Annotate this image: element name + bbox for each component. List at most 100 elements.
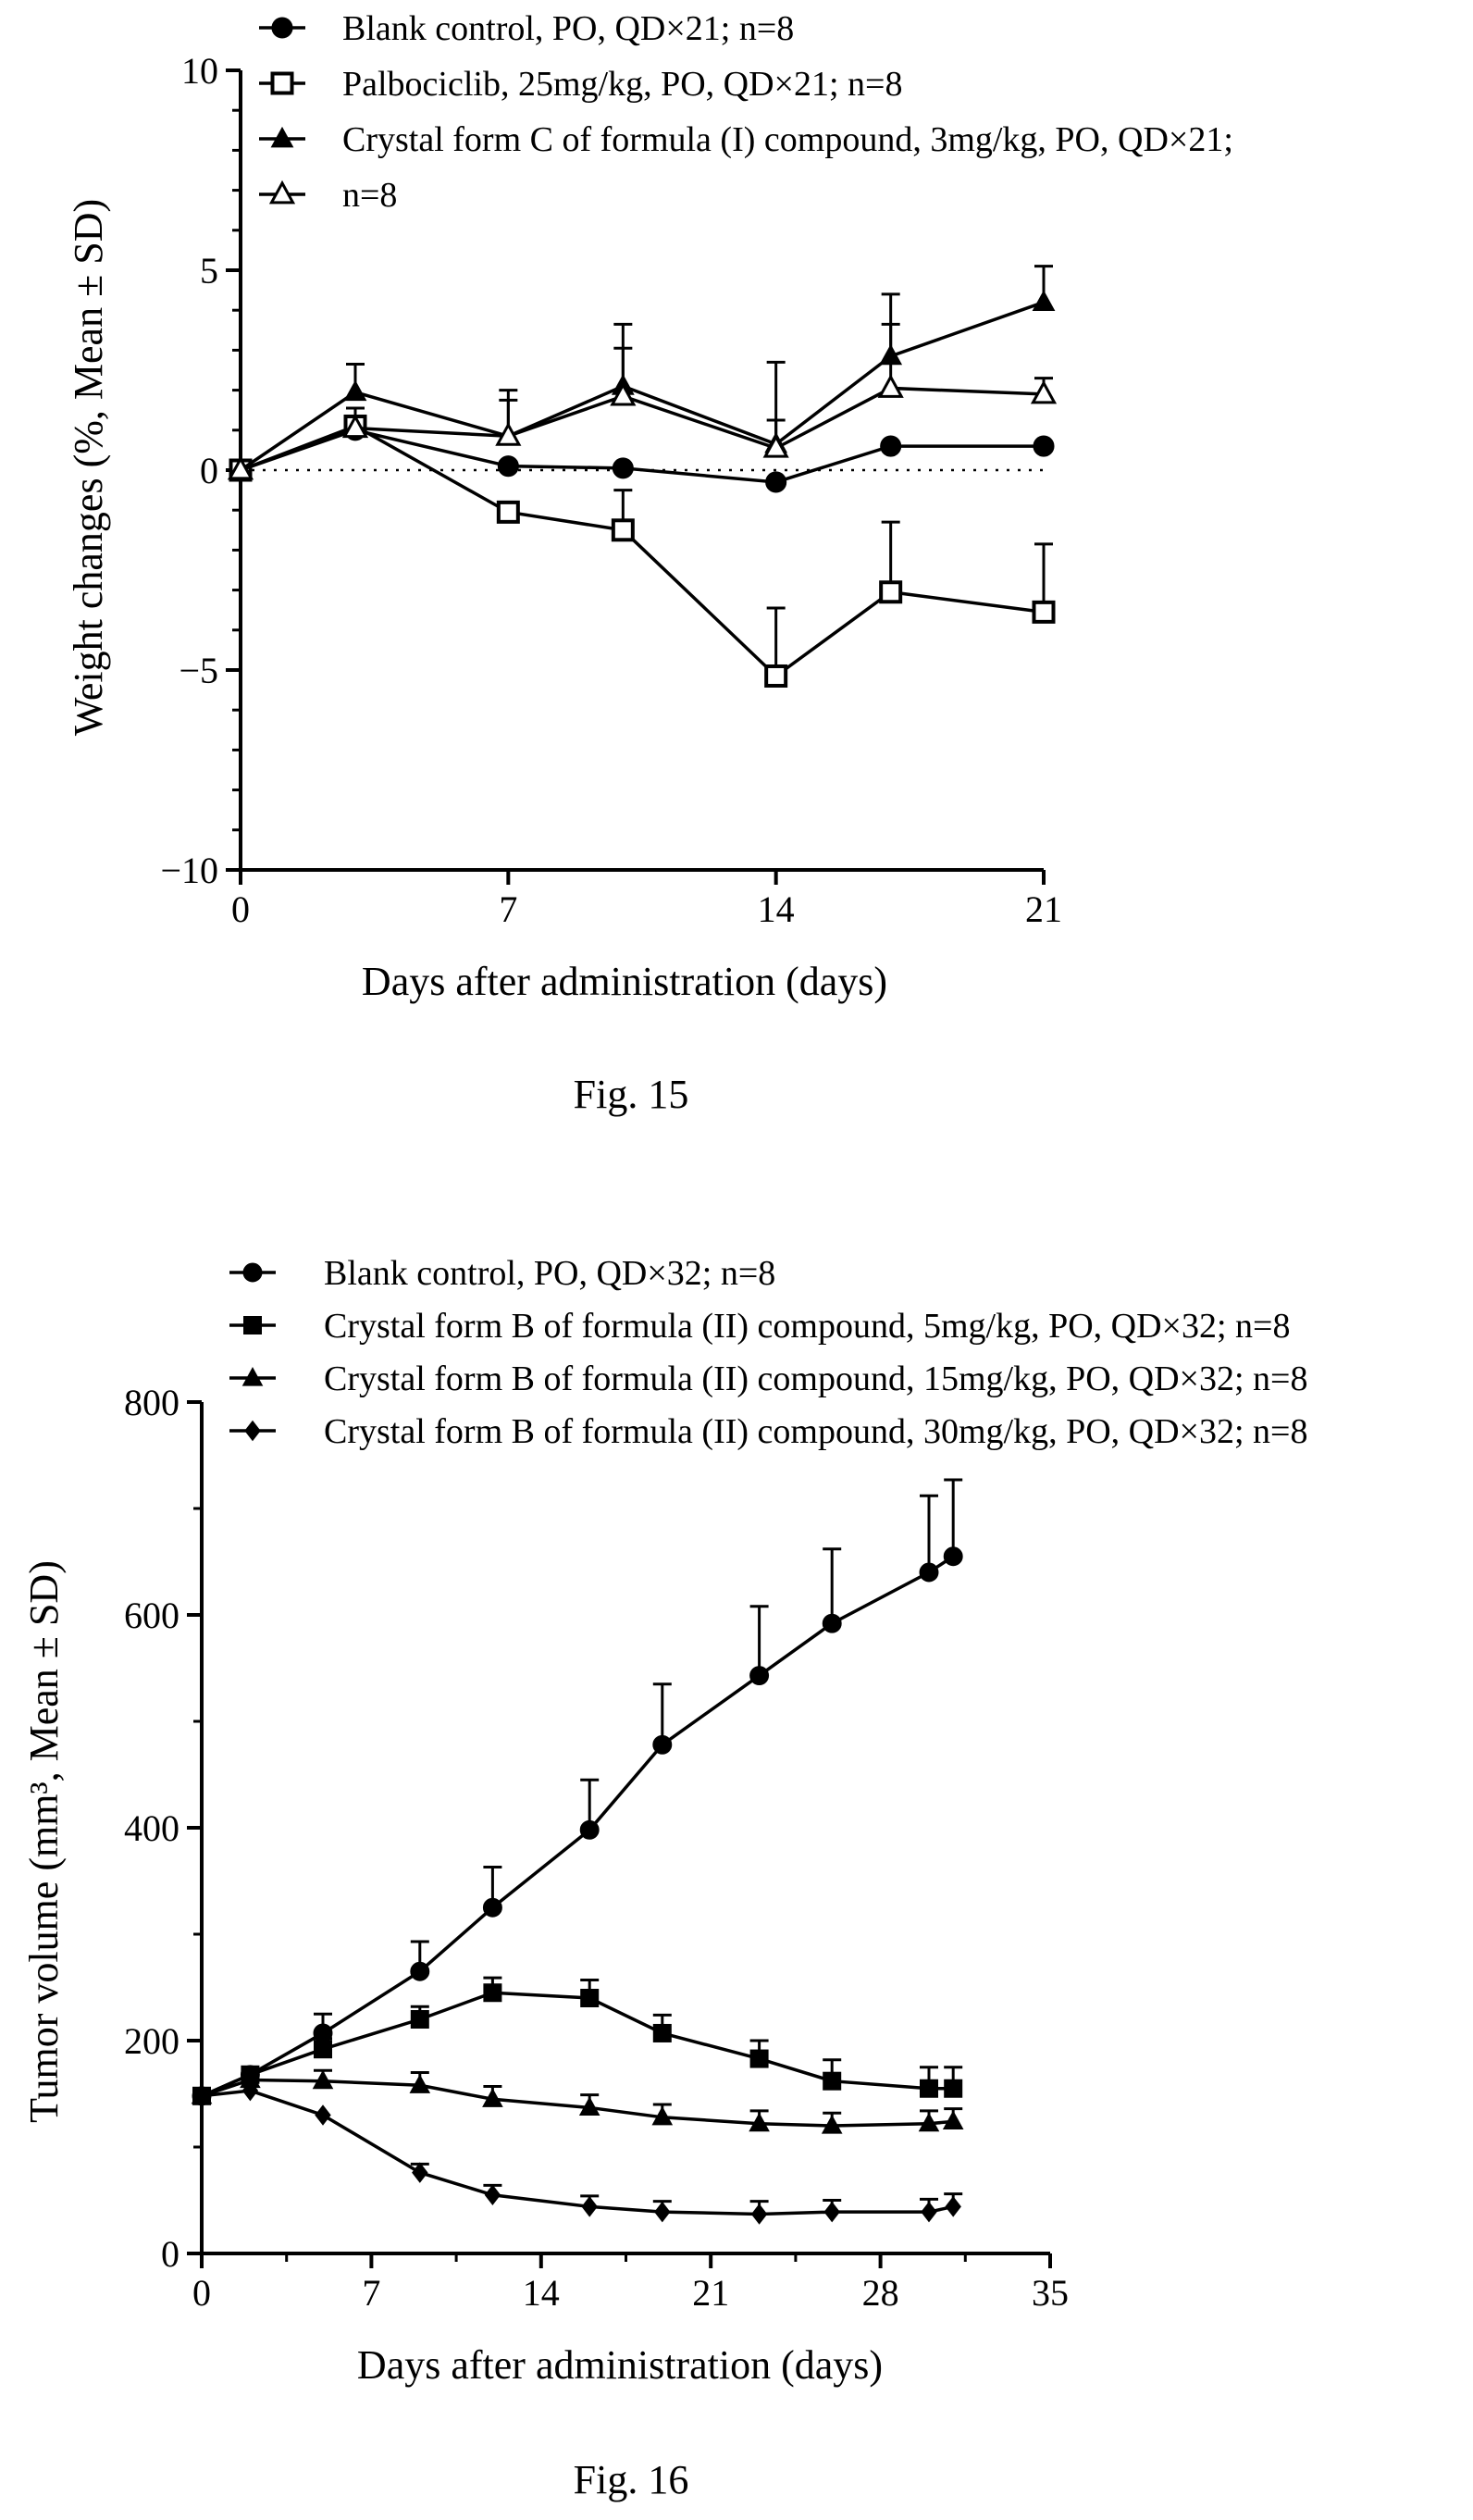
data-point	[410, 1961, 430, 1981]
data-point	[942, 2110, 964, 2129]
x-tick-label: 7	[499, 888, 517, 930]
data-point	[581, 2196, 598, 2217]
series-1	[192, 1478, 963, 2106]
data-point	[1033, 435, 1055, 457]
data-point	[918, 2112, 940, 2132]
data-point	[880, 435, 902, 457]
data-point	[1032, 290, 1056, 311]
series-4	[193, 2079, 963, 2225]
data-point	[341, 414, 369, 439]
data-point	[920, 2079, 938, 2098]
data-point	[945, 2196, 961, 2217]
x-tick-label: 28	[862, 2272, 899, 2314]
data-point	[343, 379, 367, 402]
y-tick-label: 5	[200, 250, 218, 292]
data-point	[241, 2079, 259, 2102]
series-line	[240, 424, 1045, 678]
data-point	[823, 2071, 842, 2091]
data-point	[1032, 600, 1056, 624]
y-tick-label: 200	[124, 2020, 179, 2062]
data-point	[580, 1989, 600, 2007]
y-tick-label: 0	[200, 450, 218, 491]
legend-marker	[244, 1420, 261, 1442]
data-point	[1030, 379, 1058, 404]
x-tick-label: 21	[1025, 888, 1062, 930]
x-tick-label: 0	[192, 2272, 211, 2314]
series-line	[201, 2089, 954, 2216]
data-point	[651, 2105, 674, 2126]
data-point	[497, 455, 519, 478]
data-point	[877, 374, 904, 398]
data-point	[579, 1819, 600, 1840]
data-point	[749, 1666, 770, 1686]
data-point	[495, 422, 522, 446]
data-point	[943, 1546, 963, 1567]
legend-label: Crystal form B of formula (II) compound,…	[324, 1307, 1290, 1346]
data-point	[496, 500, 520, 524]
data-point	[652, 1734, 673, 1755]
y-axis-title: Tumor volume (mm³, Mean ± SD)	[21, 1560, 67, 2123]
x-axis-title: Days after administration (days)	[357, 2342, 883, 2388]
data-point	[312, 2069, 334, 2090]
data-point	[762, 434, 789, 458]
data-point	[610, 381, 637, 406]
data-point	[410, 2010, 429, 2029]
data-point	[482, 2088, 503, 2107]
y-tick-label: −5	[179, 650, 218, 691]
data-point	[578, 2096, 600, 2117]
data-point	[921, 2201, 937, 2223]
series-2	[229, 414, 1056, 688]
data-point	[611, 518, 635, 542]
data-point	[879, 580, 903, 604]
data-point	[193, 2085, 210, 2107]
legend-label: Blank control, PO, QD×21; n=8	[342, 9, 794, 48]
legend-label: Palbociclib, 25mg/kg, PO, QD×21; n=8	[342, 65, 902, 104]
data-point	[749, 2112, 770, 2132]
chart-1: 10 5 0 −5 −10 0 7 14 21 Days after administration…	[66, 9, 1233, 1117]
x-tick-label: 7	[362, 2272, 380, 2314]
legend-marker	[242, 1262, 263, 1283]
data-point	[412, 2162, 428, 2183]
data-point	[482, 1897, 502, 1918]
legend-marker	[243, 1316, 262, 1334]
x-tick-label: 35	[1032, 2272, 1069, 2314]
data-point	[227, 455, 254, 480]
legend-label: n=8	[342, 176, 397, 215]
data-point	[612, 457, 634, 479]
legend-label: Blank control, PO, QD×32; n=8	[324, 1254, 775, 1293]
legend-label: Crystal form B of formula (II) compound,…	[324, 1359, 1307, 1398]
series-3	[191, 2068, 964, 2134]
data-point	[750, 2203, 768, 2225]
y-axis-title: Weight changes (%, Mean ± SD)	[66, 199, 111, 736]
x-tick-label: 0	[231, 888, 250, 930]
data-point	[919, 1562, 939, 1583]
y-tick-label: 600	[124, 1595, 179, 1636]
legend-marker	[268, 180, 296, 205]
data-point	[764, 664, 788, 688]
data-point	[483, 1983, 502, 2003]
y-tick-label: 0	[161, 2233, 179, 2275]
figure-caption: Fig. 15	[574, 1072, 689, 1117]
x-axis-title: Days after administration (days)	[362, 959, 887, 1004]
legend-label: Crystal form B of formula (II) compound,…	[324, 1412, 1307, 1451]
data-point	[821, 2115, 843, 2134]
y-tick-label: 800	[124, 1382, 179, 1423]
chart-2: 800 600 400 200 00 7 14 21 28 35 Days after admini…	[21, 1254, 1307, 2502]
y-tick-label: 10	[181, 50, 218, 92]
legend: Blank control, PO, QD×32; n=8 Crystal for…	[229, 1254, 1307, 1451]
x-tick-label: 14	[523, 2272, 560, 2314]
data-point	[765, 471, 787, 493]
x-tick-label: 14	[758, 888, 795, 930]
data-point	[484, 2184, 501, 2206]
legend-marker	[241, 1367, 264, 1386]
legend-label: Crystal form C of formula (I) compound, …	[342, 120, 1233, 159]
data-point	[409, 2074, 431, 2093]
data-point	[315, 2104, 331, 2126]
legend-marker	[270, 126, 294, 148]
y-tick-label: −10	[160, 850, 218, 891]
legend-marker	[270, 71, 294, 95]
data-point	[314, 2040, 332, 2059]
data-point	[749, 2049, 769, 2068]
series-2	[192, 1976, 963, 2105]
